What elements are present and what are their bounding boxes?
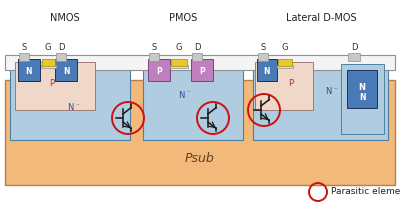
Bar [253, 62, 388, 140]
Text: P: P [156, 66, 162, 75]
Bar [347, 70, 377, 108]
Text: D: D [194, 44, 200, 53]
Text: N: N [359, 92, 365, 101]
Text: P: P [199, 66, 205, 75]
Bar [42, 59, 55, 66]
Text: ⁻: ⁻ [186, 90, 190, 96]
Text: D: D [58, 44, 64, 53]
Bar [10, 62, 130, 140]
Text: Psub: Psub [185, 152, 215, 165]
Text: G: G [176, 44, 182, 53]
Bar [192, 53, 202, 61]
Bar [257, 59, 277, 81]
Text: S: S [21, 44, 27, 53]
Text: ⁻: ⁻ [75, 103, 79, 109]
Bar [148, 59, 170, 81]
Bar [191, 59, 213, 81]
Text: Lateral D-MOS: Lateral D-MOS [286, 13, 356, 23]
Bar [55, 59, 77, 81]
Text: NMOS: NMOS [50, 13, 80, 23]
Text: S: S [260, 44, 266, 53]
Bar [143, 62, 243, 140]
Text: S: S [151, 44, 157, 53]
Text: N: N [63, 66, 69, 75]
Text: G: G [45, 44, 51, 53]
Bar [41, 65, 56, 68]
Text: N: N [178, 90, 184, 99]
Bar [278, 59, 292, 66]
Bar [15, 62, 95, 110]
Text: G: G [282, 44, 288, 53]
Text: ⁻: ⁻ [333, 87, 337, 93]
Bar [170, 65, 188, 68]
Text: N: N [325, 88, 331, 97]
Text: N: N [358, 82, 366, 92]
Text: PMOS: PMOS [169, 13, 197, 23]
Text: N: N [264, 66, 270, 75]
Bar [149, 53, 159, 61]
Bar [5, 55, 395, 70]
Text: P: P [50, 79, 54, 88]
Bar [56, 53, 66, 61]
Bar [348, 53, 360, 61]
Bar [277, 65, 293, 68]
Bar [5, 80, 395, 185]
Bar [19, 53, 29, 61]
Bar [171, 59, 187, 66]
Bar [341, 64, 384, 134]
Text: Parasitic element: Parasitic element [331, 187, 400, 196]
Bar [18, 59, 40, 81]
Text: N: N [67, 103, 73, 112]
Text: P: P [288, 79, 294, 88]
Bar [255, 62, 313, 110]
Bar [258, 53, 268, 61]
Text: D: D [351, 44, 357, 53]
Text: N: N [26, 66, 32, 75]
